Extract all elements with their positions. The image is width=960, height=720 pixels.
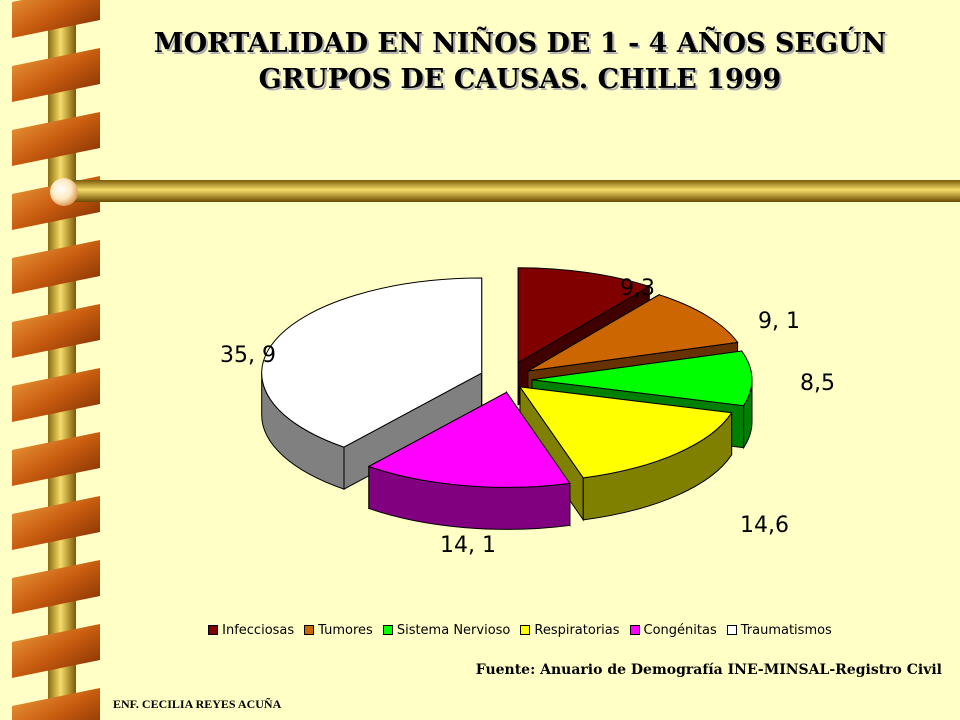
rail-ribbon [12,112,100,166]
pie-slice-traumatismos [261,277,483,490]
legend-label-sistema-nervioso: Sistema Nervioso [396,622,511,638]
rail-ribbon [12,688,100,720]
author-footer: ENF. CECILIA REYES ACUÑA [113,697,282,711]
legend-item-respiratorias: Respiratorias [520,622,620,638]
legend-item-infecciosas: Infecciosas [208,623,294,638]
rail-ribbon [12,624,100,678]
source-note: Fuente: Anuario de Demografía INE-MINSAL… [475,662,942,678]
data-label-tumores: 9, 1 [758,309,800,334]
horizontal-rule-decoration [50,178,960,206]
legend-label-tumores: Tumores [318,622,373,638]
legend-item-tumores: Tumores [304,623,373,638]
chart-legend: Infecciosas Tumores Sistema Nervioso Res… [120,616,920,644]
legend-swatch-congenitas [629,625,640,635]
data-label-sistema-nervioso: 8,5 [800,371,835,396]
pie-slice-congenitas [367,390,571,530]
rail-ribbon [12,304,100,358]
rail-ribbon [12,48,100,102]
slide-title: MORTALIDAD EN NIÑOS DE 1 - 4 AÑOS SEGÚN … [90,26,950,98]
legend-item-sistema-nervioso: Sistema Nervioso [382,622,511,638]
rail-ribbon [12,496,100,550]
legend-swatch-sistema-nervioso [382,625,393,635]
legend-item-traumatismos: Traumatismos [726,622,832,638]
pie-slice-respiratorias [518,385,733,522]
title-line-2: GRUPOS DE CAUSAS. CHILE 1999 [258,64,782,95]
title-line-1: MORTALIDAD EN NIÑOS DE 1 - 4 AÑOS SEGÚN [153,28,887,59]
data-label-infecciosas: 9,3 [620,276,655,301]
data-label-congenitas: 14, 1 [440,533,496,558]
left-rail-decoration [12,0,100,720]
pie-chart: 9,3 9, 1 8,5 14,6 14, 1 35, 9 [220,267,835,558]
rail-ribbon [12,432,100,486]
legend-label-infecciosas: Infecciosas [222,622,295,638]
rail-ribbon [12,0,100,38]
legend-item-congenitas: Congénitas [629,622,717,638]
rail-ribbon [12,560,100,614]
legend-swatch-infecciosas [208,625,219,635]
rail-ribbon [12,240,100,294]
legend-label-respiratorias: Respiratorias [534,622,620,638]
legend-label-congenitas: Congénitas [643,622,717,638]
data-label-traumatismos: 35, 9 [220,343,276,368]
rail-ribbon [12,368,100,422]
legend-swatch-tumores [304,625,315,635]
legend-label-traumatismos: Traumatismos [740,622,832,638]
legend-swatch-traumatismos [726,625,737,635]
data-label-respiratorias: 14,6 [740,513,789,538]
legend-swatch-respiratorias [520,625,531,635]
